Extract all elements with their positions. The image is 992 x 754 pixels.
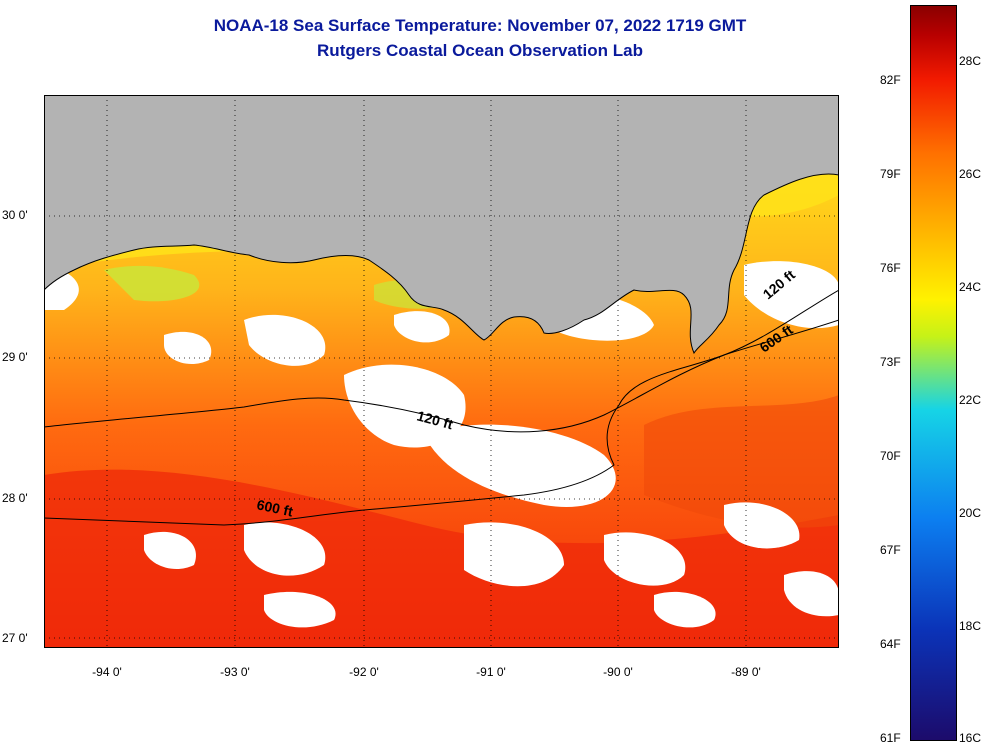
colorbar-label-24c: 24C (959, 280, 982, 294)
temperature-colorbar (910, 5, 957, 741)
lon-label-93: -93 0' (220, 665, 250, 679)
map-subtitle: Rutgers Coastal Ocean Observation Lab (317, 41, 643, 60)
colorbar-label-16c: 16C (959, 731, 982, 745)
graticule (44, 95, 839, 648)
lat-label-28: 28 0' (2, 491, 28, 505)
colorbar-label-73f: 73F (880, 355, 901, 369)
colorbar-label-18c: 18C (959, 619, 982, 633)
lat-label-30: 30 0' (2, 208, 28, 222)
lon-label-92: -92 0' (349, 665, 379, 679)
lon-label-90: -90 0' (603, 665, 633, 679)
colorbar-label-22c: 22C (959, 393, 982, 407)
colorbar-label-61f: 61F (880, 731, 901, 745)
colorbar-label-28c: 28C (959, 54, 982, 68)
lon-label-89: -89 0' (731, 665, 761, 679)
lon-label-91: -91 0' (476, 665, 506, 679)
warm-water (44, 469, 839, 648)
sst-map: 120 ft 600 ft 120 ft 600 ft (44, 95, 839, 648)
colorbar-label-82f: 82F (880, 73, 901, 87)
colorbar-label-79f: 79F (880, 167, 901, 181)
colorbar-label-76f: 76F (880, 261, 901, 275)
colorbar-label-70f: 70F (880, 449, 901, 463)
colorbar-label-20c: 20C (959, 506, 982, 520)
lat-label-27: 27 0' (2, 631, 28, 645)
colorbar-label-64f: 64F (880, 637, 901, 651)
lat-label-29: 29 0' (2, 350, 28, 364)
warm-water-east (644, 395, 839, 528)
colorbar-label-67f: 67F (880, 543, 901, 557)
map-title: NOAA-18 Sea Surface Temperature: Novembe… (213, 16, 747, 35)
greenish-nearshore (104, 265, 200, 302)
map-frame (44, 95, 839, 648)
lon-label-94: -94 0' (92, 665, 122, 679)
colorbar-label-26c: 26C (959, 167, 982, 181)
contour-600ft (44, 319, 839, 526)
land-louisiana (44, 95, 839, 355)
contour-label-600ft-west: 600 ft (255, 496, 294, 519)
